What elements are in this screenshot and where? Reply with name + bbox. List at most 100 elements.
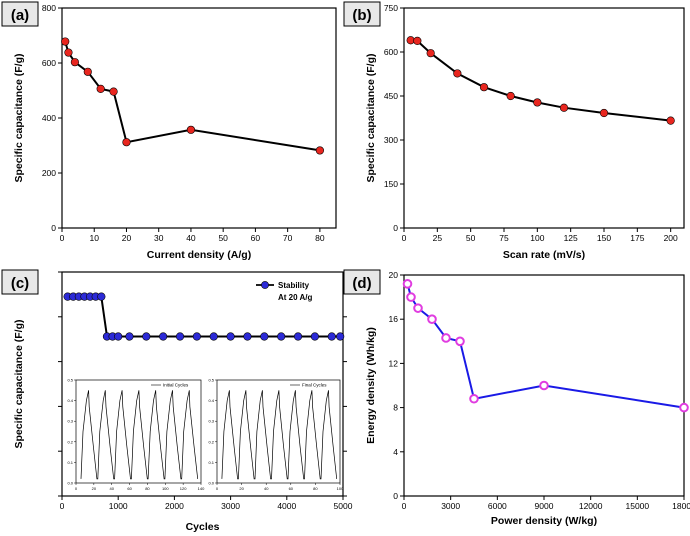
- x-tick-label: 150: [597, 233, 611, 243]
- data-point: [315, 146, 324, 155]
- data-point: [260, 332, 269, 341]
- inset-x-tick-label: 100: [337, 486, 344, 491]
- inset-x-tick-label: 0: [216, 486, 219, 491]
- x-tick-label: 3000: [221, 501, 240, 511]
- x-tick-label: 0: [402, 233, 407, 243]
- data-point: [226, 332, 235, 341]
- inset-frame: [216, 379, 341, 484]
- data-point: [83, 67, 92, 76]
- plot-frame: [61, 271, 344, 497]
- x-tick-label: 9000: [535, 501, 554, 511]
- y-tick-label: 800: [42, 3, 56, 13]
- data-point: [70, 58, 79, 67]
- data-point: [679, 402, 689, 413]
- inset-legend-label: Final Cycles: [302, 383, 327, 388]
- inset-y-tick-label: 0.0: [67, 481, 73, 486]
- data-point: [175, 332, 185, 341]
- data-point: [402, 279, 413, 289]
- inset-legend-label: Initial Cycles: [163, 383, 189, 388]
- x-tick-label: 70: [283, 233, 293, 243]
- inset-x-tick-label: 40: [264, 486, 269, 491]
- data-point: [427, 314, 437, 325]
- y-tick-label: 400: [42, 113, 56, 123]
- data-point: [122, 138, 131, 147]
- y-tick-label: 600: [384, 47, 398, 57]
- inset-x-tick-label: 20: [239, 486, 244, 491]
- inset-y-tick-label: 0.2: [67, 439, 73, 444]
- series-line: [410, 39, 671, 122]
- panel-letter-box: [343, 1, 381, 27]
- data-point: [159, 332, 168, 341]
- y-tick-label: 200: [42, 168, 56, 178]
- x-tick-label: 4000: [277, 501, 296, 511]
- data-point: [413, 36, 422, 45]
- x-axis-label: Current density (A/g): [147, 249, 251, 261]
- x-tick-label: 40: [186, 233, 196, 243]
- inset-y-tick-label: 0.2: [208, 439, 214, 444]
- data-point: [479, 83, 489, 92]
- data-point: [327, 332, 336, 341]
- data-point: [125, 332, 134, 341]
- y-tick-label: 300: [384, 135, 398, 145]
- inset-x-tick-label: 40: [109, 486, 114, 491]
- x-tick-label: 75: [499, 233, 509, 243]
- panel-letter: (b): [352, 7, 371, 24]
- y-tick-label: 12: [389, 358, 399, 368]
- x-tick-label: 80: [315, 233, 325, 243]
- data-point: [97, 292, 106, 301]
- inset-x-tick-label: 140: [198, 486, 205, 491]
- data-point: [441, 333, 451, 343]
- x-tick-label: 30: [154, 233, 164, 243]
- x-tick-label: 6000: [488, 501, 507, 511]
- inset-y-tick-label: 0.4: [208, 398, 214, 403]
- x-tick-label: 0: [60, 233, 65, 243]
- data-point: [243, 332, 252, 341]
- series-line: [67, 295, 341, 338]
- data-point: [413, 303, 423, 313]
- panel-letter: (a): [11, 7, 29, 24]
- y-tick-label: 0: [393, 223, 398, 233]
- data-point: [599, 108, 609, 118]
- data-point: [209, 332, 218, 341]
- data-point: [192, 332, 201, 341]
- x-tick-label: 25: [433, 233, 443, 243]
- inset-y-tick-label: 0.1: [67, 460, 73, 465]
- data-point: [559, 103, 569, 112]
- inset-x-tick-label: 20: [92, 486, 97, 491]
- inset-x-tick-label: 60: [127, 486, 132, 491]
- panel-letter-box: [1, 1, 39, 27]
- inset-x-tick-label: 80: [145, 486, 150, 491]
- plot-frame: [403, 7, 685, 229]
- x-tick-label: 12000: [579, 501, 603, 511]
- y-tick-label: 0: [393, 491, 398, 501]
- y-tick-label: 150: [384, 179, 398, 189]
- y-tick-label: 450: [384, 91, 398, 101]
- inset-y-tick-label: 0.3: [208, 419, 214, 424]
- series-line: [64, 41, 321, 152]
- data-point: [406, 292, 416, 302]
- x-tick-label: 0: [60, 501, 65, 511]
- x-tick-label: 60: [251, 233, 261, 243]
- data-point: [142, 332, 151, 341]
- y-tick-label: 4: [393, 447, 398, 457]
- data-point: [455, 336, 465, 347]
- x-tick-label: 15000: [626, 501, 650, 511]
- x-tick-label: 3000: [441, 501, 460, 511]
- data-point: [426, 49, 435, 58]
- data-point: [666, 116, 675, 125]
- y-axis-label: Specific capacitance (F/g): [13, 320, 25, 449]
- inset-y-tick-label: 0.5: [208, 378, 214, 383]
- x-axis-label: Scan rate (mV/s): [503, 249, 585, 261]
- x-tick-label: 100: [530, 233, 544, 243]
- data-point: [186, 125, 196, 134]
- data-point: [293, 332, 303, 341]
- plot-frame: [61, 7, 337, 229]
- x-tick-label: 20: [122, 233, 132, 243]
- x-tick-label: 50: [466, 233, 476, 243]
- legend-label: Stability: [278, 281, 310, 290]
- data-point: [539, 380, 549, 391]
